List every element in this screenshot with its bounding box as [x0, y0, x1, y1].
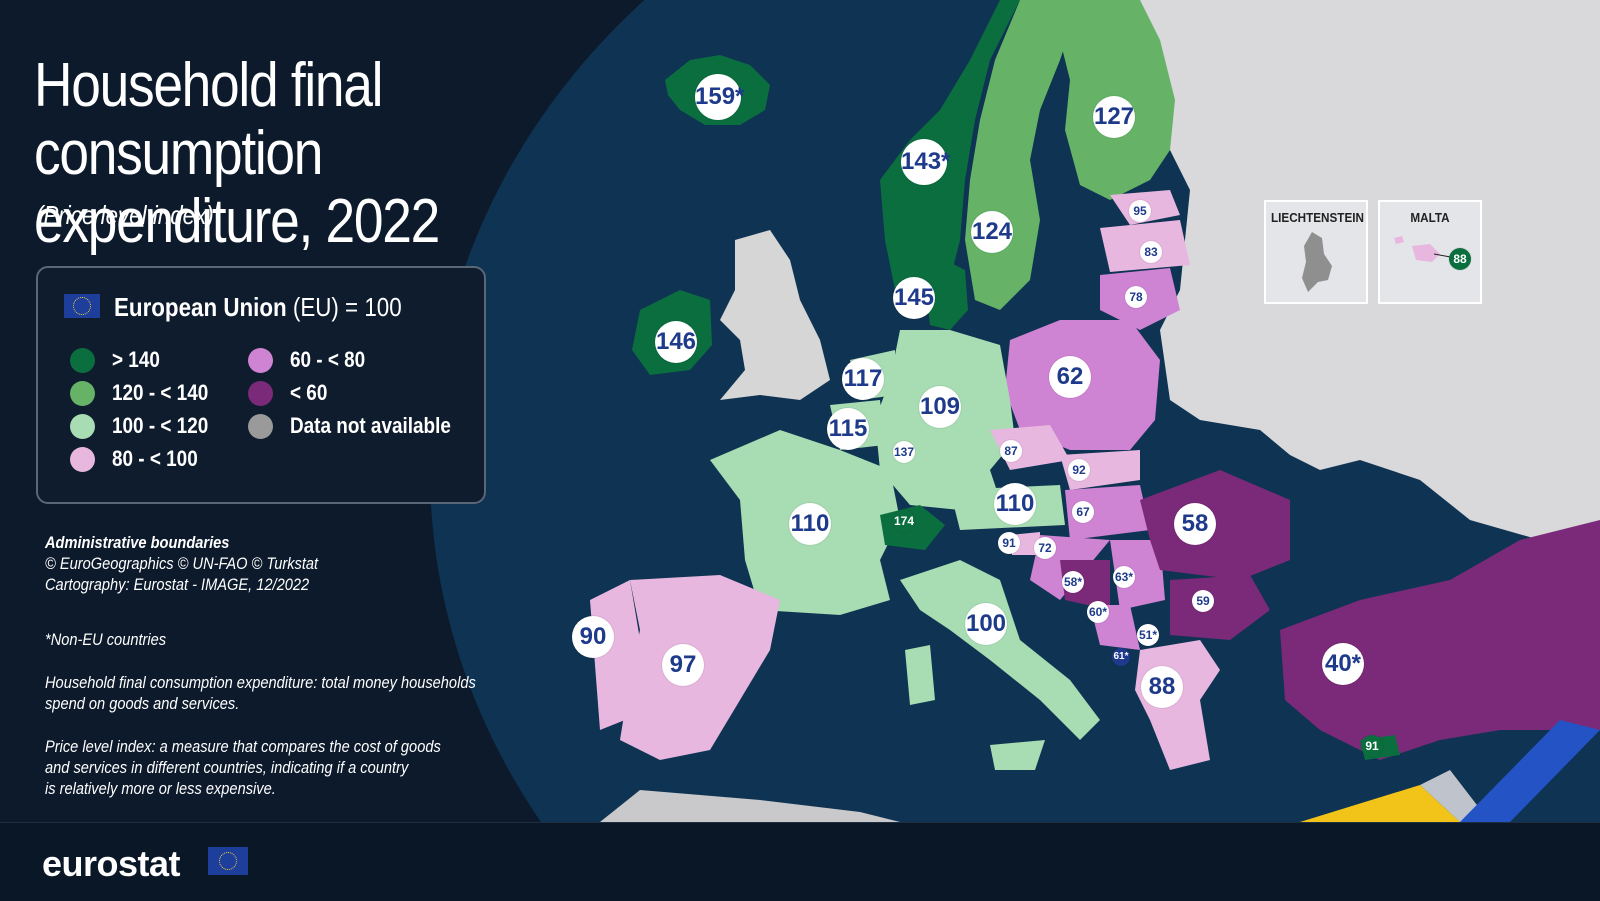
value-bosnia: 58*: [1062, 571, 1084, 593]
land-no-data-africa: [600, 790, 900, 822]
title-line-1: Household final consumption: [34, 51, 384, 188]
value-iceland: 159*: [695, 74, 744, 120]
inset-malta: MALTA 88: [1378, 200, 1482, 304]
value-netherlands: 117: [842, 358, 884, 400]
italy: [900, 560, 1100, 740]
value-slovenia: 91: [998, 532, 1020, 554]
value-malta: 88: [1449, 248, 1471, 270]
admin-credit: © EuroGeographics © UN-FAO © Turkstat: [45, 554, 319, 573]
inset-malta-title: MALTA: [1410, 210, 1450, 225]
value-finland: 127: [1093, 96, 1135, 138]
legend-swatch: [70, 414, 95, 439]
deco-stripe-blue: [1460, 720, 1600, 822]
uk: [720, 230, 830, 400]
bulgaria: [1170, 575, 1270, 640]
eu-flag-icon: [64, 294, 100, 318]
value-germany: 109: [919, 386, 961, 428]
value-romania: 58: [1174, 503, 1216, 545]
value-albania: 61*: [1112, 648, 1130, 666]
value-portugal: 90: [572, 616, 614, 658]
serbia: [1110, 540, 1165, 610]
inset-liechtenstein-title: LIECHTENSTEIN: [1271, 210, 1364, 225]
malta-shape: [1394, 236, 1457, 262]
page-title: Household final consumption expenditure,…: [34, 52, 584, 256]
pli-definition-1: Price level index: a measure that compar…: [45, 737, 441, 756]
non-eu-note: *Non-EU countries: [45, 630, 167, 649]
hfce-definition-2: spend on goods and services.: [45, 694, 240, 713]
value-luxembourg: 137: [893, 441, 915, 463]
value-lithuania: 78: [1125, 286, 1147, 308]
value-czechia: 87: [1000, 440, 1022, 462]
legend-label: 80 - < 100: [112, 446, 198, 471]
legend: European Union (EU) = 100 > 140 120 - < …: [36, 266, 486, 504]
hfce-definition-1: Household final consumption expenditure:…: [45, 673, 476, 692]
legend-label: > 140: [112, 347, 160, 372]
legend-swatch: [70, 447, 95, 472]
value-serbia: 63*: [1113, 566, 1135, 588]
eurostat-logo: eurostat: [42, 843, 181, 884]
legend-label: 100 - < 120: [112, 413, 209, 438]
pli-definition-3: is relatively more or less expensive.: [45, 779, 276, 798]
legend-label: < 60: [290, 380, 328, 405]
legend-swatch: [248, 381, 273, 406]
liechtenstein-shape: [1302, 232, 1332, 292]
value-cyprus: 91: [1361, 735, 1383, 757]
legend-swatch: [70, 348, 95, 373]
legend-label: Data not available: [290, 413, 451, 438]
admin-boundaries-title: Administrative boundaries: [45, 533, 230, 552]
legend-eu-rest: (EU) = 100: [286, 292, 402, 322]
legend-eu-bold: European Union: [114, 292, 287, 322]
footer: eurostat: [0, 822, 1600, 901]
legend-label: 120 - < 140: [112, 380, 209, 405]
value-estonia: 95: [1129, 200, 1151, 222]
value-turkey: 40*: [1322, 643, 1364, 685]
deco-stripe-yellow: [1300, 785, 1460, 822]
value-spain: 97: [662, 644, 704, 686]
legend-label: 60 - < 80: [290, 347, 366, 372]
value-denmark: 145: [893, 277, 935, 319]
deco-stripe-grey: [1420, 770, 1490, 822]
value-latvia: 83: [1140, 241, 1162, 263]
value-switzerland: 174: [893, 510, 915, 532]
value-slovakia: 92: [1068, 459, 1090, 481]
value-norway: 143*: [901, 139, 950, 185]
legend-swatch: [70, 381, 95, 406]
legend-swatch: [248, 414, 273, 439]
turkey: [1280, 520, 1600, 760]
sardinia: [905, 645, 935, 705]
value-croatia: 72: [1034, 537, 1056, 559]
cartography-credit: Cartography: Eurostat - IMAGE, 12/2022: [45, 575, 310, 594]
pli-definition-2: and services in different countries, ind…: [45, 758, 409, 777]
title-line-2: expenditure, 2022: [34, 187, 440, 256]
value-north-macedonia: 51*: [1137, 624, 1159, 646]
value-sweden: 124: [971, 211, 1013, 253]
value-montenegro: 60*: [1087, 601, 1109, 623]
value-belgium: 115: [827, 408, 869, 450]
page-subtitle: (Price level index): [36, 200, 214, 230]
value-bulgaria: 59: [1192, 590, 1214, 612]
value-italy: 100: [965, 603, 1007, 645]
norway: [880, 0, 1020, 310]
hungary: [1065, 485, 1150, 540]
value-austria: 110: [994, 483, 1036, 525]
value-poland: 62: [1049, 356, 1091, 398]
legend-swatch: [248, 348, 273, 373]
sicily: [990, 740, 1045, 770]
land-no-data-east: [1140, 0, 1600, 560]
eurostat-logo-flag-icon: [208, 847, 248, 875]
inset-liechtenstein: LIECHTENSTEIN: [1264, 200, 1368, 304]
value-hungary: 67: [1072, 501, 1094, 523]
denmark: [925, 260, 968, 330]
value-ireland: 146: [655, 321, 697, 363]
value-france: 110: [789, 503, 831, 545]
value-greece: 88: [1141, 666, 1183, 708]
legend-eu-reference: European Union (EU) = 100: [114, 292, 402, 323]
